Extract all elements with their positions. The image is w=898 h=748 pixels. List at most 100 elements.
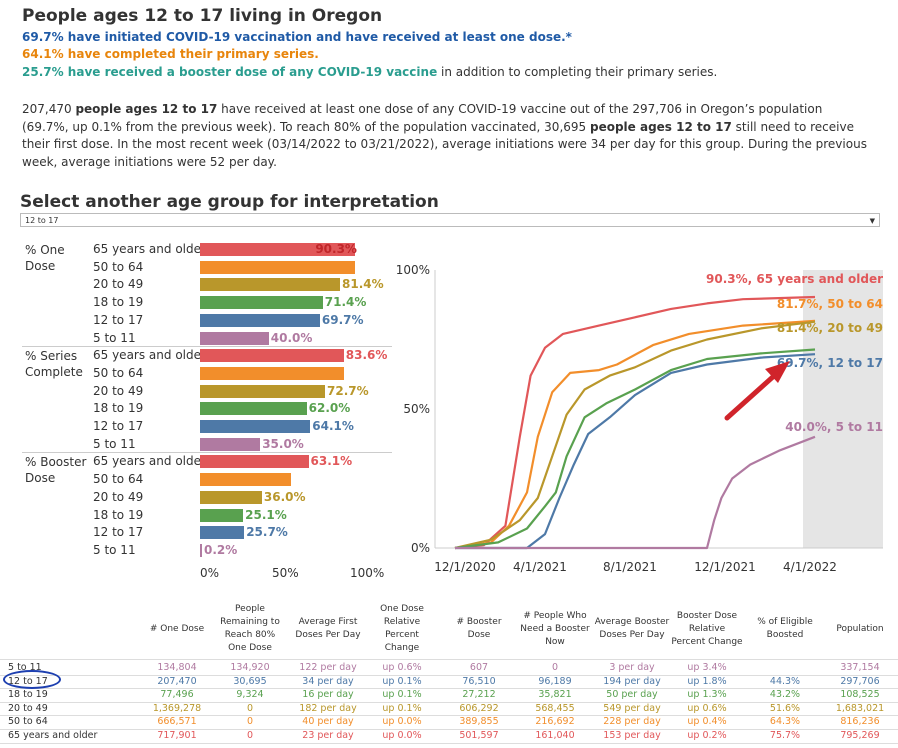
line-x-tick: 12/1/2021: [694, 560, 756, 574]
table-cell: 389,855: [459, 716, 499, 728]
table-cell: 1,369,278: [152, 702, 202, 714]
bar: [200, 349, 344, 363]
table-header: Booster Dose Relative Percent Change: [671, 610, 743, 647]
bar-category-label: 5 to 11: [93, 330, 136, 345]
table-row-divider: [0, 688, 898, 690]
arrow-shaft: [724, 372, 778, 421]
bar-category-label: 12 to 17: [93, 525, 144, 540]
table-cell: 207,470: [157, 675, 197, 687]
series-line: [454, 348, 816, 550]
section-label: % Booster Dose: [25, 455, 87, 486]
table-row-label[interactable]: 50 to 64: [8, 716, 48, 728]
table-cell: 549 per day: [603, 702, 661, 714]
table-header: % of Eligible Boosted: [757, 617, 813, 640]
section-divider: [22, 346, 392, 348]
table-cell: 153 per day: [603, 730, 661, 741]
line-x-tick: 8/1/2021: [603, 560, 657, 574]
table-row-label[interactable]: 65 years and older: [8, 730, 98, 741]
para-text-2: have received at least one dose of any C…: [22, 102, 823, 134]
table-row-divider: [0, 715, 898, 717]
bar: [200, 473, 292, 487]
series-line: [455, 435, 816, 550]
table-cell: 0: [551, 662, 559, 673]
bar-category-label: 18 to 19: [93, 295, 144, 310]
bar-category-label: 20 to 49: [93, 383, 144, 398]
bar: [200, 331, 269, 345]
table-cell: up 0.4%: [687, 716, 727, 728]
bar-value-label: 72.7%: [327, 383, 369, 398]
table-cell: 51.6%: [769, 702, 801, 714]
table-row-label[interactable]: 5 to 11: [8, 662, 42, 673]
table-cell: 1,683,021: [835, 702, 885, 714]
line-chart: 0% 50% 100% 12/1/2020 4/1/2021 8/1/2021 12/1/2…: [396, 263, 883, 574]
headline-series: 64.1% have completed their primary serie…: [22, 47, 319, 61]
table-cell: 16 per day: [302, 689, 354, 701]
bar-value-label: 83.6%: [345, 348, 388, 363]
bar-axis-tick: 0%: [200, 566, 220, 580]
table-cell: 194 per day: [603, 675, 661, 687]
bar-value-label: 25.1%: [245, 507, 287, 522]
table-cell: 0: [246, 702, 254, 714]
table-header: One Dose Relative Percent Change: [380, 604, 424, 653]
table-cell: 228 per day: [603, 716, 661, 728]
table-cell: 216,692: [535, 716, 575, 728]
table-cell: up 1.3%: [687, 689, 727, 701]
table-cell: 161,040: [535, 730, 575, 741]
table-cell: 23 per day: [302, 730, 354, 741]
table-row-divider: [0, 729, 898, 730]
para-text-1: 207,470: [22, 102, 76, 116]
table-cell: 9,324: [236, 689, 264, 701]
bar: [200, 455, 309, 469]
section-divider: [22, 452, 392, 454]
table-cell: up 3.4%: [687, 662, 727, 673]
headline-booster-bold: 25.7% have received a booster dose of an…: [22, 65, 438, 79]
bar: [200, 384, 326, 398]
bar: [200, 420, 311, 433]
bar-category-label: 12 to 17: [93, 312, 144, 327]
table-row-label[interactable]: 18 to 19: [8, 689, 48, 701]
bar-value-label: 36.0%: [263, 489, 306, 504]
table-row-label[interactable]: 20 to 49: [8, 702, 48, 714]
line-x-tick: 4/1/2021: [513, 560, 567, 574]
bar-category-label: 20 to 49: [93, 277, 144, 292]
bar-category-label: 50 to 64: [93, 365, 144, 380]
table-cell: 134,804: [157, 662, 197, 673]
section-label: % Series Complete: [25, 349, 83, 380]
series-end-label: 81.4%, 20 to 49: [777, 321, 883, 335]
table-row-divider: [0, 701, 898, 703]
table-row-divider: [0, 742, 898, 744]
bar-axis-tick: 50%: [272, 566, 299, 580]
headline-one-dose: 69.7% have initiated COVID-19 vaccinatio…: [22, 30, 572, 44]
table-cell: 43.2%: [769, 689, 801, 701]
highlight-circle: [3, 670, 61, 689]
table-header: Average First Doses Per Day: [295, 617, 361, 640]
line-y-tick: 0%: [411, 541, 430, 555]
bar: [200, 526, 245, 540]
table-cell: 76,510: [462, 675, 496, 687]
para-group-2: people ages 12 to 17: [589, 119, 732, 134]
age-group-dropdown[interactable]: 12 to 17 ▼: [20, 213, 880, 227]
line-y-tick: 100%: [396, 263, 430, 277]
bar-category-label: 50 to 64: [93, 259, 144, 274]
table-row-divider: [0, 659, 898, 660]
bar-value-label: 40.0%: [270, 330, 313, 345]
table-header: People Remaining to Reach 80% One Dose: [220, 604, 280, 653]
bar-value-label: 71.4%: [324, 295, 367, 310]
series-line: [454, 295, 816, 550]
table-cell: up 1.8%: [687, 675, 727, 687]
table-row-divider: [0, 674, 898, 676]
series-end-label: 40.0%, 5 to 11: [785, 420, 883, 434]
bar-category-label: 5 to 11: [93, 436, 136, 451]
headline-booster: 25.7% have received a booster dose of an…: [22, 65, 717, 79]
bar-axis-tick: 100%: [350, 566, 385, 580]
bar-category-label: 65 years and older: [93, 454, 206, 469]
bar-value-label: 0.2%: [204, 542, 238, 557]
arrow-head: [765, 361, 790, 383]
table-cell: 34 per day: [302, 675, 354, 687]
bar: [200, 313, 320, 327]
para-group-1: people ages 12 to 17: [75, 102, 218, 116]
bar: [200, 260, 355, 274]
table-cell: 50 per day: [606, 689, 658, 701]
table-cell: 607: [469, 662, 489, 673]
bar-category-label: 18 to 19: [93, 507, 144, 522]
